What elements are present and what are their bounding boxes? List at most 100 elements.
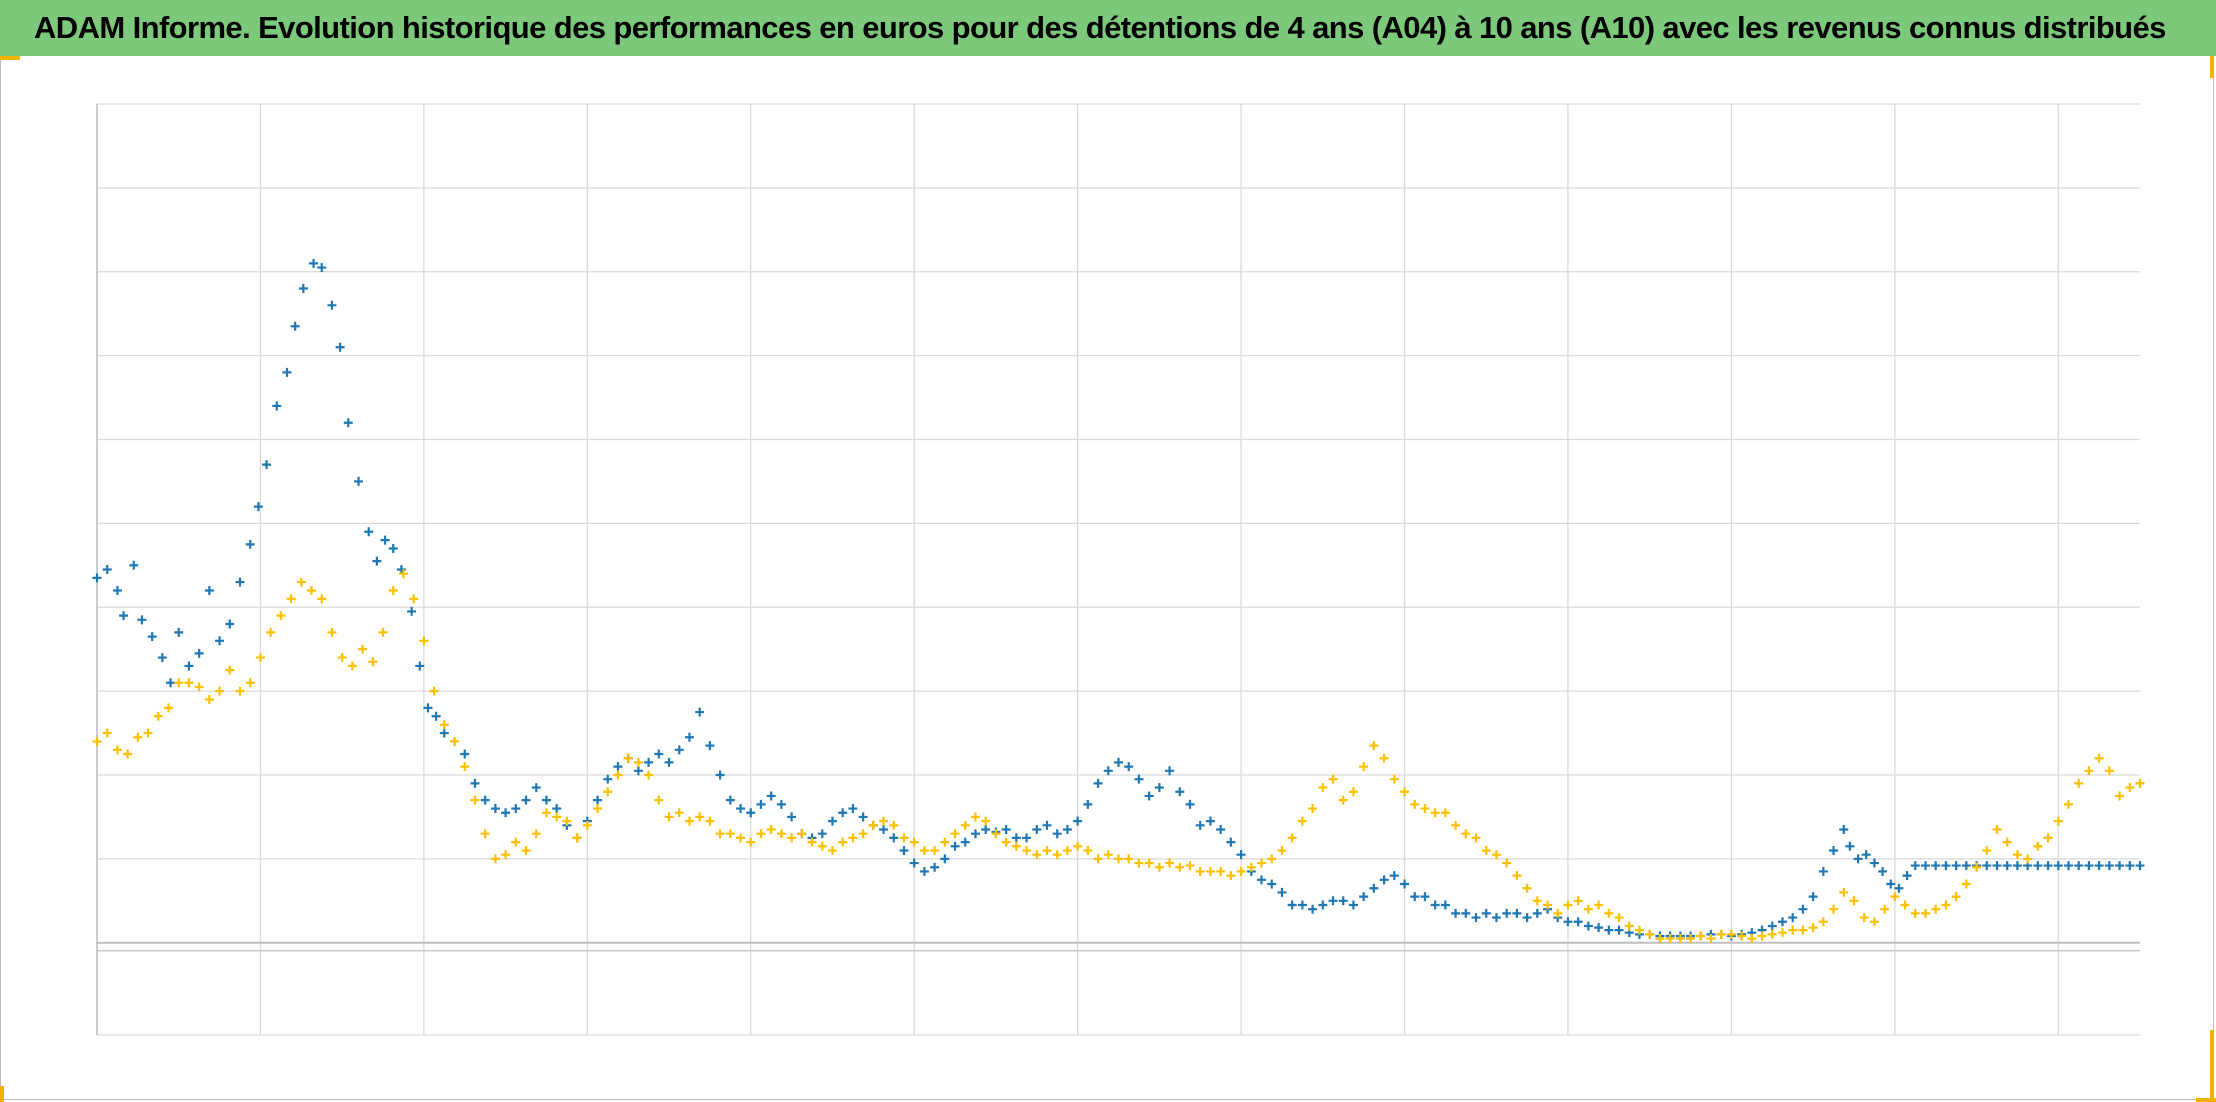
data-point [766,825,776,835]
corner-accent-bottom-left [0,1086,4,1102]
data-point [470,778,480,788]
data-point [1920,908,1930,918]
data-point [991,829,1001,839]
data-point [1287,900,1297,910]
data-point [204,695,214,705]
data-point [1083,799,1093,809]
data-point [1451,820,1461,830]
data-point [1165,766,1175,776]
data-point [1175,862,1185,872]
data-point [858,812,868,822]
data-point [225,619,235,629]
data-point [593,795,603,805]
data-point [419,636,429,646]
data-point [1379,753,1389,763]
data-point [388,544,398,554]
data-point [1185,799,1195,809]
data-point [511,837,521,847]
data-point [1348,900,1358,910]
data-point [1951,861,1961,871]
data-point [378,627,388,637]
data-point [1195,866,1205,876]
data-point [266,627,276,637]
data-point [2043,861,2053,871]
data-point [899,833,909,843]
data-point [1022,833,1032,843]
corner-accent-top-right-v [2210,56,2214,78]
data-point [1410,892,1420,902]
data-point [950,829,960,839]
data-point [1951,892,1961,902]
data-point [1696,931,1706,941]
data-point [1042,845,1052,855]
corner-accent-bottom-right-v [2210,1030,2214,1102]
data-point [439,720,449,730]
data-point [1808,923,1818,933]
data-point [1931,861,1941,871]
data-point [1062,845,1072,855]
data-point [409,594,419,604]
data-point [1338,795,1348,805]
data-point [174,678,184,688]
data-point [838,808,848,818]
data-point [1808,892,1818,902]
data-point [1297,900,1307,910]
data-point [1900,900,1910,910]
data-point [1042,820,1052,830]
data-point [1890,892,1900,902]
data-point [327,627,337,637]
data-point [776,829,786,839]
data-point [255,653,265,663]
data-point [1563,917,1573,927]
data-point [1471,833,1481,843]
data-point [684,816,694,826]
data-point [1706,934,1716,944]
data-point [684,732,694,742]
data-point [766,791,776,801]
data-point [1767,921,1777,931]
data-point [490,804,500,814]
data-point [1716,929,1726,939]
data-point [2033,841,2043,851]
data-point [858,829,868,839]
data-point [1348,787,1358,797]
data-point [1073,841,1083,851]
data-point [1277,887,1287,897]
data-point [184,661,194,671]
data-point [1902,871,1912,881]
data-point [1257,875,1267,885]
data-point [644,770,654,780]
data-point [1941,861,1951,871]
data-point [1093,854,1103,864]
data-point [129,560,139,570]
chart-frame [0,56,2214,1100]
data-point [272,401,282,411]
data-point [1134,858,1144,868]
data-point [1920,861,1930,871]
data-point [1287,833,1297,843]
data-point [603,787,613,797]
data-point [950,841,960,851]
data-point [1267,879,1277,889]
data-point [827,816,837,826]
data-point [787,833,797,843]
data-point [1757,931,1767,941]
data-point [1614,913,1624,923]
data-point [807,837,817,847]
data-point [909,858,919,868]
data-point [715,829,725,839]
data-point [194,682,204,692]
data-point [725,829,735,839]
data-point [112,745,122,755]
data-point [1430,900,1440,910]
data-point [431,711,441,721]
data-point [674,808,684,818]
data-point [827,845,837,855]
data-point [2053,816,2063,826]
data-point [1583,921,1593,931]
data-point [848,833,858,843]
data-point [1777,928,1787,938]
data-point [1594,923,1604,933]
data-point [368,657,378,667]
data-point [157,653,167,663]
